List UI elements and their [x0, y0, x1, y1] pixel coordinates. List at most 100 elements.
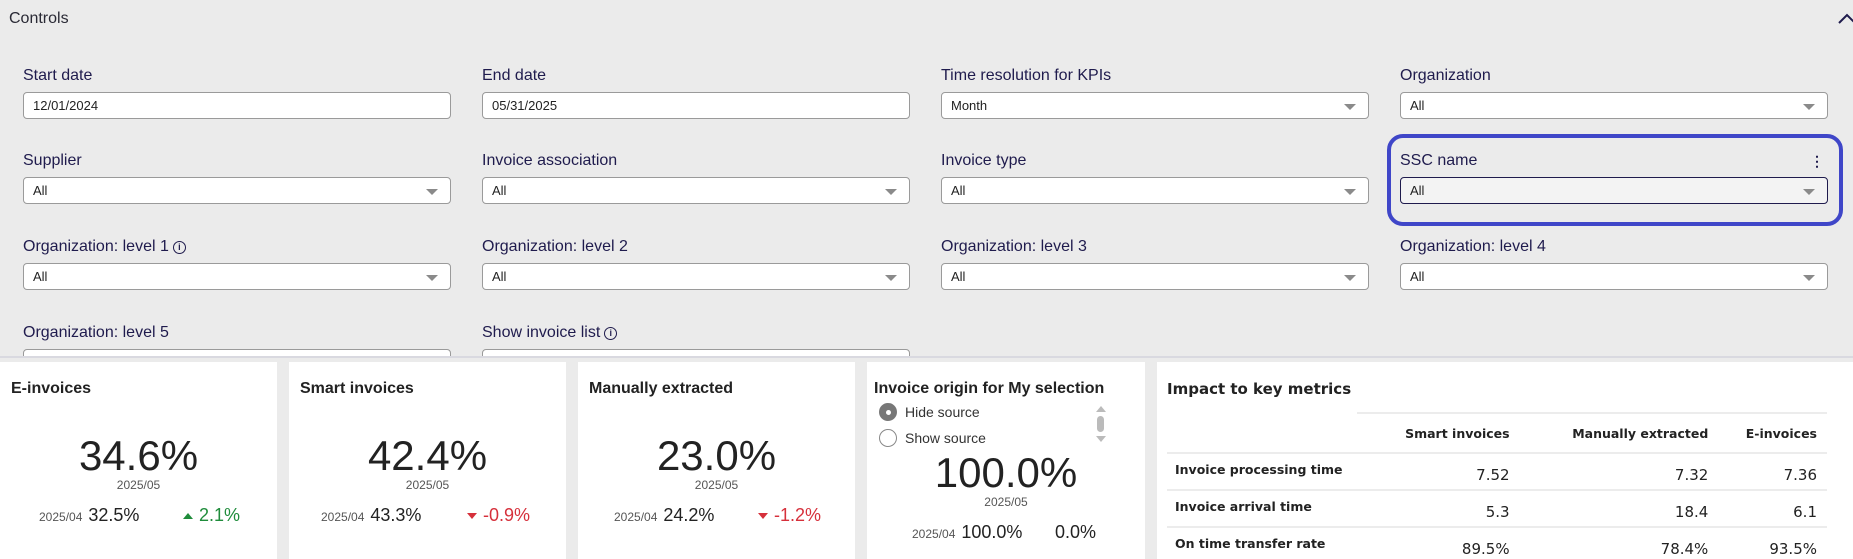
chevron-down-icon — [426, 189, 438, 195]
kpi-prev-value: 43.3% — [370, 505, 422, 525]
chevron-down-icon — [426, 275, 438, 281]
chevron-down-icon — [1344, 189, 1356, 195]
org-level-2-select[interactable]: All — [482, 263, 910, 290]
chevron-up-icon[interactable] — [1838, 12, 1853, 26]
kpi-delta-value: 2.1% — [199, 505, 241, 525]
organization-select[interactable]: All — [1400, 92, 1828, 119]
org-level-4-field: Organization: level 4 All — [1400, 237, 1828, 290]
metric-value: 93.5% — [1708, 526, 1827, 559]
info-icon[interactable]: i — [172, 240, 186, 254]
kpi-period: 2025/05 — [694, 478, 739, 492]
scroll-up-icon[interactable] — [1096, 406, 1106, 412]
org-level-4-select[interactable]: All — [1400, 263, 1828, 290]
invoice-type-label: Invoice type — [941, 152, 1027, 169]
controls-section: Controls Start date 12/01/2024 End date … — [0, 10, 1853, 358]
supplier-field: Supplier All — [23, 151, 451, 204]
kpi-card-manually-extracted: Manually extracted 23.0% 2025/05 2025/04… — [578, 362, 855, 559]
org-level-2-label: Organization: level 2 — [482, 238, 628, 255]
start-date-label: Start date — [23, 67, 93, 84]
org-level-5-label: Organization: level 5 — [23, 324, 169, 341]
origin-period: 2025/05 — [984, 495, 1028, 509]
more-options-icon[interactable]: ⋮ — [1810, 153, 1824, 169]
origin-prev-value: 100.0% — [961, 522, 1023, 542]
column-header: E-invoices — [1708, 412, 1827, 453]
impact-table: Smart invoices Manually extracted E-invo… — [1167, 412, 1827, 559]
org-level-3-value: All — [951, 269, 966, 284]
kpi-delta: 2.1% — [183, 505, 240, 526]
info-icon[interactable]: i — [604, 326, 618, 340]
radio-unchecked-icon[interactable] — [879, 429, 897, 447]
impact-card: Impact to key metrics Smart invoices Man… — [1157, 362, 1853, 559]
org-level-1-select[interactable]: All — [23, 263, 451, 290]
show-invoice-list-label: Show invoice list i — [482, 323, 910, 343]
org-level-4-label: Organization: level 4 — [1400, 238, 1546, 255]
radio-scrollbar[interactable] — [1095, 406, 1107, 446]
metric-name: Invoice arrival time — [1167, 489, 1357, 527]
column-header: Manually extracted — [1509, 412, 1709, 453]
origin-prev-period: 2025/04 — [912, 527, 956, 541]
supplier-select[interactable]: All — [23, 177, 451, 204]
org-level-1-value: All — [33, 269, 48, 284]
chevron-down-icon — [885, 275, 897, 281]
show-source-option[interactable]: Show source — [879, 429, 986, 447]
origin-value: 100.0% — [934, 449, 1078, 496]
metric-name: Invoice processing time — [1167, 452, 1357, 490]
kpi-title: E-invoices — [11, 380, 92, 397]
hide-source-label: Hide source — [905, 404, 980, 420]
kpi-prev-value: 32.5% — [88, 505, 140, 525]
end-date-input[interactable]: 05/31/2025 — [482, 92, 910, 119]
time-resolution-field: Time resolution for KPIs Month — [941, 66, 1369, 119]
kpi-title: Smart invoices — [300, 380, 414, 397]
chevron-down-icon — [1803, 189, 1815, 195]
metric-value: 7.52 — [1357, 452, 1510, 490]
metric-value: 78.4% — [1509, 526, 1709, 559]
ssc-name-select[interactable]: All — [1400, 177, 1828, 204]
arrow-down-icon — [467, 512, 477, 519]
end-date-field: End date 05/31/2025 — [482, 66, 910, 119]
time-resolution-label: Time resolution for KPIs — [941, 67, 1112, 84]
kpi-value: 34.6% — [78, 432, 199, 479]
start-date-input[interactable]: 12/01/2024 — [23, 92, 451, 119]
time-resolution-select[interactable]: Month — [941, 92, 1369, 119]
org-level-3-select[interactable]: All — [941, 263, 1369, 290]
scroll-thumb[interactable] — [1097, 416, 1104, 432]
hide-source-option[interactable]: Hide source — [879, 403, 980, 421]
chevron-down-icon — [1344, 104, 1356, 110]
show-invoice-list-select[interactable] — [482, 349, 910, 356]
invoice-origin-card: Invoice origin for My selection Hide sou… — [867, 362, 1145, 559]
invoice-type-select[interactable]: All — [941, 177, 1369, 204]
kpi-prev-period: 2025/04 — [39, 510, 83, 524]
origin-delta: 0.0% — [1055, 522, 1097, 542]
metric-value: 5.3 — [1357, 489, 1510, 527]
scroll-down-icon[interactable] — [1096, 436, 1106, 442]
origin-compare: 2025/04 100.0% — [912, 522, 1022, 543]
arrow-up-icon — [183, 512, 193, 519]
kpi-value: 42.4% — [367, 432, 488, 479]
column-header: Smart invoices — [1357, 412, 1510, 453]
metric-value: 89.5% — [1357, 526, 1510, 559]
org-level-1-label-text: Organization: level 1 — [23, 238, 169, 255]
metric-value: 18.4 — [1509, 489, 1709, 527]
invoice-association-value: All — [492, 183, 507, 198]
show-invoice-list-field: Show invoice list i — [482, 323, 910, 356]
kpi-compare: 2025/04 24.2% — [614, 505, 714, 526]
org-level-5-field: Organization: level 5 — [23, 323, 451, 356]
ssc-name-value: All — [1410, 183, 1425, 198]
start-date-field: Start date 12/01/2024 — [23, 66, 451, 119]
chevron-down-icon — [1803, 275, 1815, 281]
metric-value: 7.36 — [1708, 452, 1827, 490]
ssc-name-highlight — [1387, 134, 1843, 226]
kpi-compare: 2025/04 32.5% — [39, 505, 139, 526]
blank-header — [1167, 413, 1357, 453]
end-date-label: End date — [482, 67, 547, 84]
org-level-3-label: Organization: level 3 — [941, 238, 1087, 255]
metric-value: 6.1 — [1708, 489, 1827, 527]
radio-checked-icon[interactable] — [879, 403, 897, 421]
chevron-down-icon — [1803, 104, 1815, 110]
invoice-association-select[interactable]: All — [482, 177, 910, 204]
org-level-5-select[interactable] — [23, 349, 451, 356]
kpi-card-smart-invoices: Smart invoices 42.4% 2025/05 2025/04 43.3… — [289, 362, 566, 559]
org-level-4-value: All — [1410, 269, 1425, 284]
